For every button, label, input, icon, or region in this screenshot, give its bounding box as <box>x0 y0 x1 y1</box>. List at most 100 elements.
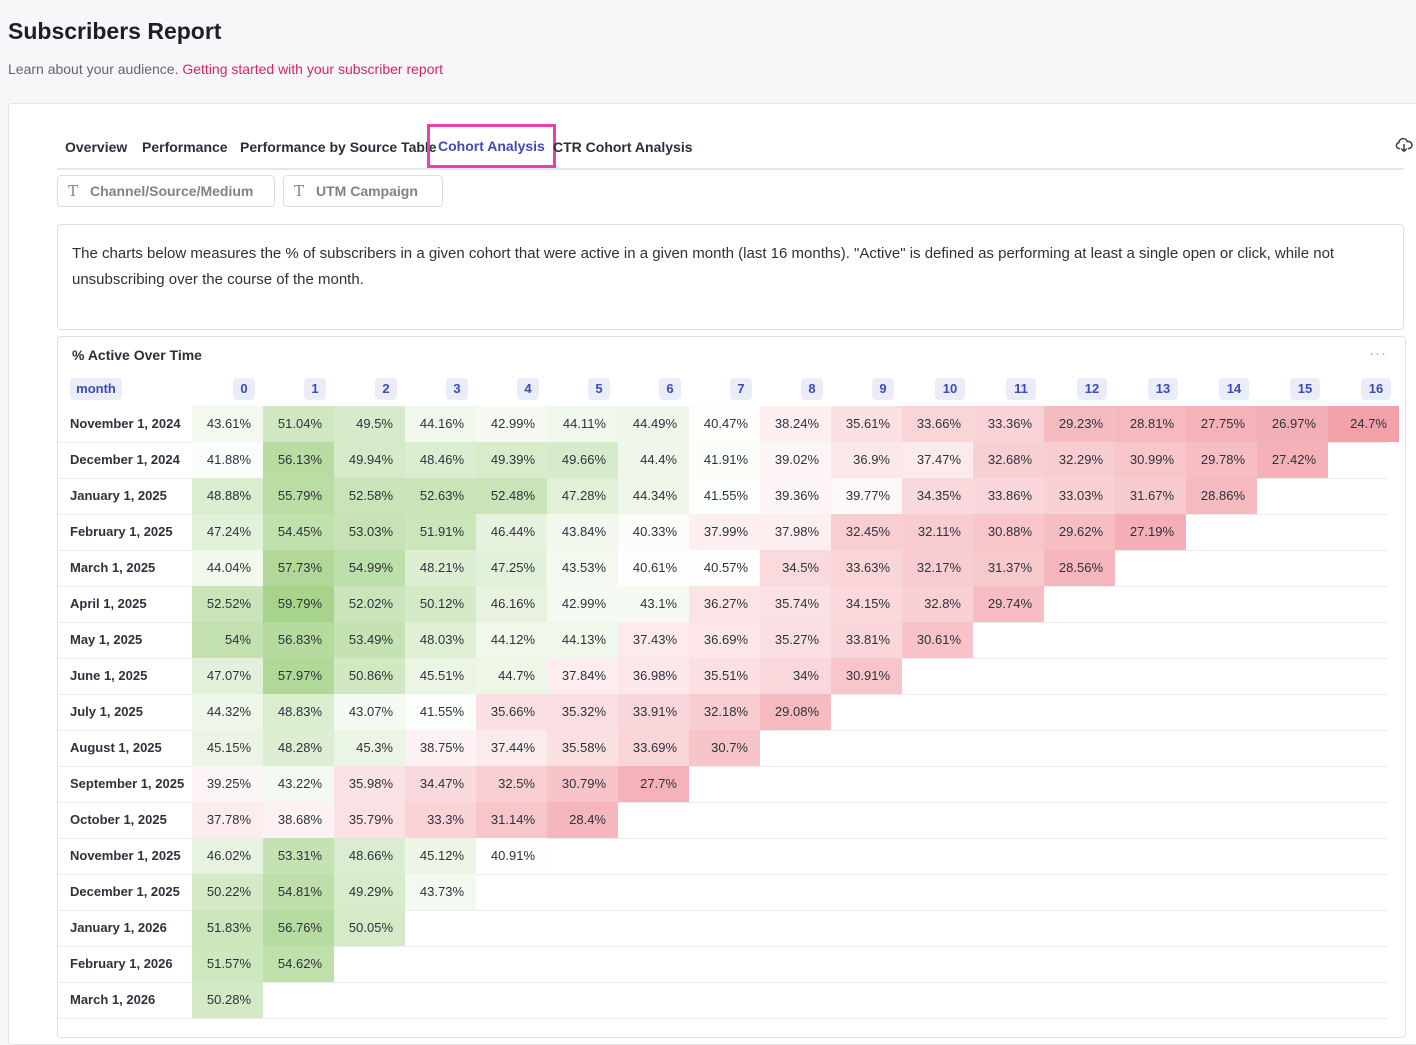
heatmap-cell: 35.66% <box>476 694 547 730</box>
heatmap-cell: 44.12% <box>476 622 547 658</box>
heatmap-cell: 32.11% <box>902 514 973 550</box>
column-header[interactable]: 2 <box>375 378 397 400</box>
heatmap-cell: 30.91% <box>831 658 902 694</box>
cohort-row-label: January 1, 2025 <box>70 488 167 503</box>
tab-overview[interactable]: Overview <box>65 139 128 155</box>
heatmap-cell: 48.21% <box>405 550 476 586</box>
heatmap-cell: 31.37% <box>973 550 1044 586</box>
heatmap-cell: 46.16% <box>476 586 547 622</box>
heatmap-cell: 32.17% <box>902 550 973 586</box>
heatmap-cell: 48.83% <box>263 694 334 730</box>
utm-campaign-filter[interactable]: T UTM Campaign <box>283 175 443 207</box>
heatmap-cell: 28.81% <box>1115 406 1186 442</box>
heatmap-cell: 41.91% <box>689 442 760 478</box>
row-divider <box>58 910 1388 911</box>
column-header[interactable]: 1 <box>304 378 326 400</box>
heatmap-cell: 34.35% <box>902 478 973 514</box>
row-divider <box>58 802 1388 803</box>
heatmap-cell: 37.43% <box>618 622 689 658</box>
cohort-row-label: June 1, 2025 <box>70 668 148 683</box>
column-header[interactable]: 8 <box>801 378 823 400</box>
heatmap-cell: 48.03% <box>405 622 476 658</box>
text-type-icon: T <box>68 182 79 200</box>
heatmap-cell: 54.45% <box>263 514 334 550</box>
heatmap-cell: 54.99% <box>334 550 405 586</box>
column-header[interactable]: 3 <box>446 378 468 400</box>
column-header[interactable]: 12 <box>1077 378 1107 400</box>
heatmap-cell: 45.3% <box>334 730 405 766</box>
heatmap-cell: 43.84% <box>547 514 618 550</box>
heatmap-cell: 35.51% <box>689 658 760 694</box>
heatmap-cell: 34.5% <box>760 550 831 586</box>
help-link[interactable]: Getting started with your subscriber rep… <box>182 61 444 77</box>
column-header[interactable]: 9 <box>872 378 894 400</box>
heatmap-cell: 40.57% <box>689 550 760 586</box>
column-header[interactable]: 10 <box>935 378 965 400</box>
column-header[interactable]: 11 <box>1006 378 1036 400</box>
heatmap-cell: 52.52% <box>192 586 263 622</box>
heatmap-cell: 39.02% <box>760 442 831 478</box>
heatmap-cell: 52.02% <box>334 586 405 622</box>
heatmap-cell: 44.13% <box>547 622 618 658</box>
column-header[interactable]: 7 <box>730 378 752 400</box>
heatmap-cell: 39.25% <box>192 766 263 802</box>
heatmap-cell: 33.3% <box>405 802 476 838</box>
heatmap-cell: 33.03% <box>1044 478 1115 514</box>
row-header-month[interactable]: month <box>70 378 122 400</box>
heatmap-cell: 34.15% <box>831 586 902 622</box>
heatmap-cell: 43.07% <box>334 694 405 730</box>
heatmap-cell: 39.36% <box>760 478 831 514</box>
column-header[interactable]: 5 <box>588 378 610 400</box>
column-header[interactable]: 0 <box>233 378 255 400</box>
heatmap-cell: 48.46% <box>405 442 476 478</box>
cohort-row-label: February 1, 2026 <box>70 956 173 971</box>
row-divider <box>58 874 1388 875</box>
cohort-row-label: November 1, 2024 <box>70 416 181 431</box>
column-header[interactable]: 13 <box>1148 378 1178 400</box>
more-options-icon[interactable]: ··· <box>1369 345 1387 362</box>
tab-ctr-cohort-analysis[interactable]: CTR Cohort Analysis <box>553 139 693 155</box>
cloud-download-icon[interactable] <box>1395 137 1413 153</box>
heatmap-cell: 44.04% <box>192 550 263 586</box>
column-header[interactable]: 16 <box>1361 378 1391 400</box>
cohort-row-label: April 1, 2025 <box>70 596 147 611</box>
heatmap-cell: 54.81% <box>263 874 334 910</box>
heatmap-cell: 33.36% <box>973 406 1044 442</box>
heatmap-cell: 35.32% <box>547 694 618 730</box>
heatmap-cell: 32.18% <box>689 694 760 730</box>
heatmap-cell: 43.22% <box>263 766 334 802</box>
heatmap-cell: 30.99% <box>1115 442 1186 478</box>
heatmap-cell: 29.74% <box>973 586 1044 622</box>
tab-cohort-analysis[interactable]: Cohort Analysis <box>427 124 556 168</box>
heatmap-cell: 46.02% <box>192 838 263 874</box>
heatmap-cell: 24.7% <box>1328 406 1399 442</box>
heatmap-cell: 32.45% <box>831 514 902 550</box>
heatmap-cell: 40.47% <box>689 406 760 442</box>
heatmap-cell: 28.4% <box>547 802 618 838</box>
page-subtitle: Learn about your audience. Getting start… <box>8 61 443 77</box>
heatmap-cell: 33.69% <box>618 730 689 766</box>
column-header[interactable]: 6 <box>659 378 681 400</box>
heatmap-cell: 35.27% <box>760 622 831 658</box>
heatmap-cell: 49.94% <box>334 442 405 478</box>
heatmap-cell: 48.28% <box>263 730 334 766</box>
channel-source-medium-filter[interactable]: T Channel/Source/Medium <box>57 175 275 207</box>
column-header[interactable]: 15 <box>1290 378 1320 400</box>
tab-performance[interactable]: Performance <box>142 139 228 155</box>
heatmap-cell: 28.86% <box>1186 478 1257 514</box>
page-title: Subscribers Report <box>8 18 222 44</box>
heatmap-cell: 57.73% <box>263 550 334 586</box>
column-header[interactable]: 4 <box>517 378 539 400</box>
tab-performance-by-source-table[interactable]: Performance by Source Table <box>240 139 437 155</box>
column-header[interactable]: 14 <box>1219 378 1249 400</box>
heatmap-cell: 52.48% <box>476 478 547 514</box>
heatmap-cell: 51.04% <box>263 406 334 442</box>
heatmap-cell: 35.61% <box>831 406 902 442</box>
heatmap-cell: 46.44% <box>476 514 547 550</box>
heatmap-cell: 27.42% <box>1257 442 1328 478</box>
chart-title: % Active Over Time <box>72 347 202 363</box>
heatmap-cell: 44.7% <box>476 658 547 694</box>
heatmap-cell: 50.12% <box>405 586 476 622</box>
heatmap-cell: 48.66% <box>334 838 405 874</box>
heatmap-cell: 37.99% <box>689 514 760 550</box>
